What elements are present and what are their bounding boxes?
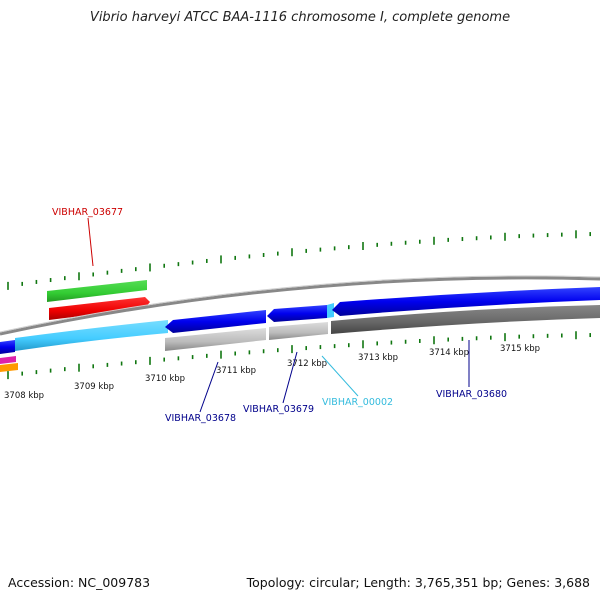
gene-vibhar-03678[interactable] bbox=[165, 310, 266, 333]
gene-label-vibhar-00002[interactable]: VIBHAR_00002 bbox=[322, 397, 393, 408]
scale-label-3712: 3712 kbp bbox=[287, 359, 327, 369]
chromosome-backbone bbox=[0, 276, 600, 336]
gene-orange[interactable] bbox=[0, 363, 18, 372]
gene-gray-2[interactable] bbox=[269, 322, 328, 340]
leader-vibhar-03678 bbox=[199, 361, 219, 413]
scale-label-3710: 3710 kbp bbox=[145, 374, 185, 384]
scale-label-3715: 3715 kbp bbox=[500, 344, 540, 354]
gene-vibhar-03679[interactable] bbox=[267, 305, 327, 322]
gene-dark-gray[interactable] bbox=[331, 305, 600, 334]
scale-label-3711: 3711 kbp bbox=[216, 366, 256, 376]
gene-block-green[interactable] bbox=[47, 280, 147, 302]
gene-magenta[interactable] bbox=[0, 356, 16, 364]
leader-vibhar-03679 bbox=[282, 351, 298, 404]
inner-tick-track bbox=[7, 331, 592, 380]
genome-stats-text: Topology: circular; Length: 3,765,351 bp… bbox=[246, 575, 590, 590]
gene-block-red-vibhar-03677[interactable] bbox=[49, 297, 150, 320]
gene-label-vibhar-03677[interactable]: VIBHAR_03677 bbox=[52, 207, 123, 218]
gene-gray-1[interactable] bbox=[165, 328, 266, 351]
scale-label-3713: 3713 kbp bbox=[358, 353, 398, 363]
gene-vibhar-00002[interactable] bbox=[327, 303, 334, 318]
genome-title: Vibrio harveyi ATCC BAA-1116 chromosome … bbox=[89, 10, 511, 25]
scale-label-3709: 3709 kbp bbox=[74, 382, 114, 392]
gene-vibhar-03680[interactable] bbox=[332, 287, 600, 316]
accession-text: Accession: NC_009783 bbox=[8, 575, 151, 590]
scale-label-3708: 3708 kbp bbox=[4, 391, 44, 401]
gene-band-blue[interactable] bbox=[0, 340, 15, 354]
gene-label-vibhar-03679[interactable]: VIBHAR_03679 bbox=[243, 404, 314, 415]
scale-label-3714: 3714 kbp bbox=[429, 348, 469, 358]
gene-label-vibhar-03680[interactable]: VIBHAR_03680 bbox=[436, 389, 507, 400]
gene-light-blue[interactable] bbox=[15, 320, 168, 351]
leader-vibhar-03677 bbox=[87, 217, 94, 267]
outer-tick-track bbox=[7, 230, 592, 290]
leader-vibhar-00002 bbox=[321, 355, 359, 397]
gene-label-vibhar-03678[interactable]: VIBHAR_03678 bbox=[165, 413, 236, 424]
